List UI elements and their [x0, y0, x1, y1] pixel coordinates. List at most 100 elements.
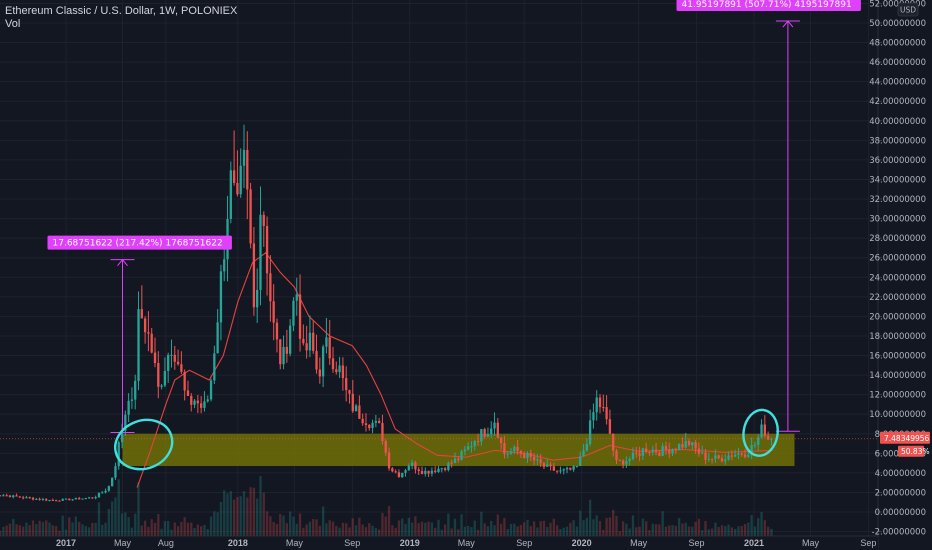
candle	[58, 500, 61, 502]
candle	[460, 451, 463, 460]
time-tick-label: Sep	[516, 538, 532, 548]
candle	[658, 452, 661, 456]
candle	[473, 440, 476, 447]
moving-average-line	[136, 252, 773, 488]
volume-bar	[532, 521, 536, 536]
candle	[18, 496, 22, 498]
candle	[288, 325, 292, 354]
candle	[569, 467, 572, 470]
candle	[117, 442, 120, 467]
volume-bars	[0, 476, 773, 536]
annotation-circles[interactable]	[108, 408, 780, 477]
volume-bar	[661, 511, 664, 536]
candle	[167, 354, 170, 371]
candle	[727, 455, 730, 460]
volume-bar	[315, 519, 318, 536]
candle	[625, 460, 628, 465]
volume-bar	[269, 516, 272, 536]
volume-bar	[717, 526, 720, 536]
volume-bar	[183, 517, 186, 536]
volume-bar	[68, 517, 71, 536]
price-tick-label: 4.00000000	[875, 469, 926, 479]
volume-bar	[727, 524, 730, 536]
candle	[391, 468, 394, 472]
price-tick-label: 40.00000000	[869, 117, 926, 127]
volume-bar	[437, 519, 440, 536]
candle	[490, 428, 493, 435]
candle	[180, 364, 183, 372]
volume-bar	[58, 530, 61, 536]
candle	[275, 322, 279, 340]
price-tick-label: 30.00000000	[869, 215, 926, 225]
price-tick-label: 50.00000000	[869, 19, 926, 29]
candle	[2, 495, 5, 497]
candle	[81, 498, 84, 500]
time-tick-label: 2021	[744, 538, 764, 548]
candle	[331, 358, 335, 370]
change-label: 50.83%	[901, 447, 930, 456]
candle	[124, 414, 127, 431]
candle	[424, 470, 427, 474]
candle	[668, 449, 671, 454]
measurements[interactable]: 17.68751622 (217.42%) 1768751622 41.95197…	[47, 0, 861, 433]
candle	[694, 442, 697, 449]
candle	[579, 456, 582, 466]
volume-bar	[526, 519, 529, 536]
time-tick-label: Sep	[860, 538, 876, 548]
price-tick-label: 26.00000000	[869, 254, 926, 264]
candle	[572, 466, 575, 470]
volume-bar	[351, 518, 354, 536]
candle	[628, 458, 631, 461]
candle	[173, 354, 176, 362]
volume-bar	[697, 518, 701, 536]
candle	[635, 452, 638, 454]
volume-bar	[371, 525, 374, 536]
candle	[697, 448, 701, 454]
time-axis[interactable]	[0, 536, 878, 550]
volume-bar	[539, 521, 542, 536]
candle	[565, 467, 569, 470]
candle	[434, 470, 437, 472]
candle	[763, 424, 766, 436]
volume-bar	[625, 523, 628, 536]
candle	[674, 448, 677, 451]
candle	[68, 498, 71, 501]
candle	[134, 380, 137, 400]
volume-bar	[556, 525, 559, 536]
candle	[750, 444, 753, 455]
volume-bar	[575, 526, 579, 536]
volume-bar	[130, 527, 134, 536]
price-tick-label: -2.00000000	[872, 528, 926, 538]
candle	[766, 435, 770, 440]
candle	[384, 441, 387, 453]
volume-bar	[94, 523, 97, 536]
volume-bar	[282, 515, 285, 536]
current-price-box	[880, 431, 930, 444]
volume-bar	[97, 502, 101, 536]
candle	[397, 472, 401, 478]
candle	[638, 453, 641, 456]
candle	[292, 300, 295, 326]
candle	[582, 450, 585, 457]
candle	[559, 470, 562, 472]
volume-bar	[378, 529, 381, 536]
candle	[420, 471, 424, 474]
volume-bar	[78, 521, 81, 536]
candle	[704, 452, 707, 460]
volume-bar	[490, 521, 493, 536]
volume-bar	[35, 524, 38, 536]
candle	[430, 470, 434, 474]
candle	[734, 454, 737, 457]
measure-label: 41.95197891 (507.71%) 4195197891	[682, 0, 852, 10]
candle	[232, 170, 236, 183]
volume-bar	[658, 524, 661, 536]
volume-bar	[87, 527, 91, 536]
candle	[242, 149, 246, 166]
candle	[5, 495, 8, 497]
candle	[236, 182, 239, 195]
volume-bar	[107, 509, 111, 536]
candle	[371, 422, 374, 429]
volume-bar	[546, 527, 549, 536]
volume-bar	[681, 523, 684, 536]
